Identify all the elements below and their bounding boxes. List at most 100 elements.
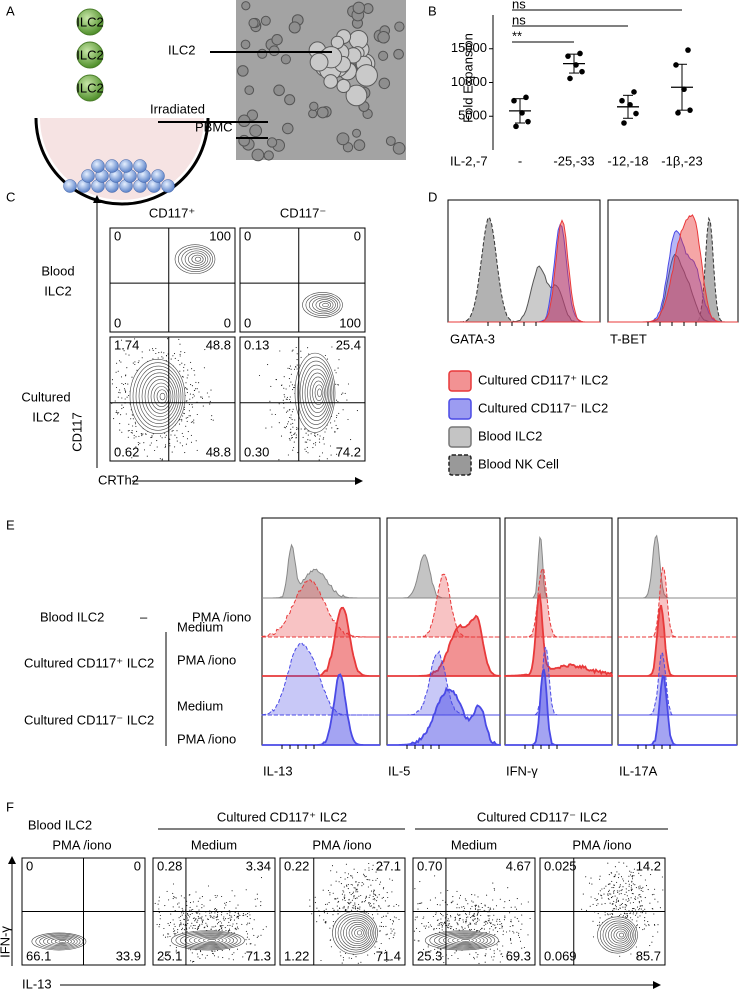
event-dot bbox=[622, 915, 625, 917]
event-dot bbox=[201, 919, 203, 921]
event-dot bbox=[630, 890, 633, 892]
event-dot bbox=[181, 929, 183, 931]
event-dot bbox=[151, 348, 154, 350]
event-dot bbox=[201, 954, 203, 956]
event-dot bbox=[191, 922, 193, 924]
event-dot bbox=[496, 948, 499, 950]
event-dot bbox=[502, 945, 504, 947]
cell bbox=[352, 1, 366, 15]
event-dot bbox=[332, 907, 334, 909]
event-dot bbox=[318, 459, 320, 461]
event-dot bbox=[513, 932, 515, 934]
event-dot bbox=[389, 878, 391, 880]
event-dot bbox=[265, 926, 267, 928]
event-dot bbox=[314, 435, 316, 437]
legend-label: Cultured CD117⁻ ILC2 bbox=[478, 400, 608, 415]
event-dot bbox=[462, 928, 464, 931]
event-dot bbox=[484, 961, 486, 963]
event-dot bbox=[192, 393, 194, 395]
event-dot bbox=[471, 905, 473, 907]
event-dot bbox=[173, 932, 175, 934]
event-dot bbox=[271, 413, 273, 415]
event-dot bbox=[361, 882, 363, 884]
contour bbox=[613, 928, 628, 942]
event-dot bbox=[119, 429, 121, 431]
event-dot bbox=[292, 389, 294, 391]
row-header: ILC2 bbox=[32, 409, 59, 424]
event-dot bbox=[354, 908, 357, 910]
event-dot bbox=[613, 908, 615, 910]
condition-label: PMA /iono bbox=[52, 837, 111, 852]
event-dot bbox=[448, 923, 451, 925]
event-dot bbox=[599, 917, 601, 919]
event-dot bbox=[150, 437, 152, 439]
cell bbox=[288, 21, 301, 34]
bead-label: ILC2 bbox=[76, 80, 103, 95]
event-dot bbox=[350, 883, 352, 886]
cell bbox=[309, 101, 319, 111]
event-dot bbox=[184, 924, 186, 926]
quadrant-value: 0.30 bbox=[244, 444, 269, 459]
event-dot bbox=[289, 439, 291, 441]
event-dot bbox=[211, 912, 213, 914]
event-dot bbox=[461, 927, 463, 929]
event-dot bbox=[193, 419, 195, 421]
contour bbox=[43, 935, 78, 948]
bead-label: ILC2 bbox=[76, 14, 103, 29]
event-dot bbox=[283, 407, 285, 409]
event-dot bbox=[286, 396, 288, 398]
event-dot bbox=[439, 924, 441, 926]
event-dot bbox=[283, 394, 285, 396]
event-dot bbox=[222, 918, 224, 920]
panel-letter: B bbox=[428, 3, 437, 18]
event-dot bbox=[330, 422, 332, 424]
legend-label: Blood NK Cell bbox=[478, 456, 559, 471]
event-dot bbox=[339, 951, 341, 953]
event-dot bbox=[430, 925, 432, 927]
event-dot bbox=[461, 926, 463, 928]
event-dot bbox=[192, 901, 194, 903]
event-dot bbox=[296, 364, 298, 366]
quadrant-value: 1.22 bbox=[284, 948, 309, 963]
event-dot bbox=[441, 922, 443, 924]
event-dot bbox=[195, 891, 197, 893]
event-dot bbox=[214, 894, 216, 897]
ilc2-bead bbox=[76, 74, 104, 102]
event-dot bbox=[607, 894, 609, 896]
event-dot bbox=[198, 382, 200, 384]
histogram bbox=[262, 606, 380, 677]
event-dot bbox=[221, 949, 223, 952]
quadrant-value: 0.70 bbox=[417, 858, 442, 873]
event-dot bbox=[217, 949, 219, 951]
event-dot bbox=[493, 956, 495, 958]
event-dot bbox=[639, 894, 641, 896]
event-dot bbox=[440, 924, 442, 926]
event-dot bbox=[292, 426, 294, 428]
event-dot bbox=[387, 896, 389, 899]
event-dot bbox=[164, 905, 166, 907]
event-dot bbox=[295, 346, 297, 349]
event-dot bbox=[346, 399, 348, 401]
pbmc-label: PBMC bbox=[195, 119, 233, 134]
data-point bbox=[673, 62, 679, 68]
event-dot bbox=[627, 880, 630, 882]
event-dot bbox=[146, 455, 148, 457]
event-dot bbox=[174, 357, 176, 359]
event-dot bbox=[473, 912, 475, 914]
event-dot bbox=[442, 923, 444, 925]
event-dot bbox=[152, 358, 154, 360]
event-dot bbox=[519, 940, 522, 942]
event-dot bbox=[449, 914, 452, 917]
event-dot bbox=[380, 925, 383, 927]
event-dot bbox=[210, 928, 212, 930]
event-dot bbox=[118, 412, 120, 414]
event-dot bbox=[125, 413, 127, 415]
event-dot bbox=[278, 422, 280, 424]
event-dot bbox=[278, 403, 280, 405]
event-dot bbox=[287, 410, 289, 412]
event-dot bbox=[293, 387, 295, 389]
event-dot bbox=[252, 928, 254, 930]
event-dot bbox=[286, 398, 288, 400]
event-dot bbox=[367, 902, 370, 904]
x-tick-label: -12,-18 bbox=[607, 153, 648, 168]
